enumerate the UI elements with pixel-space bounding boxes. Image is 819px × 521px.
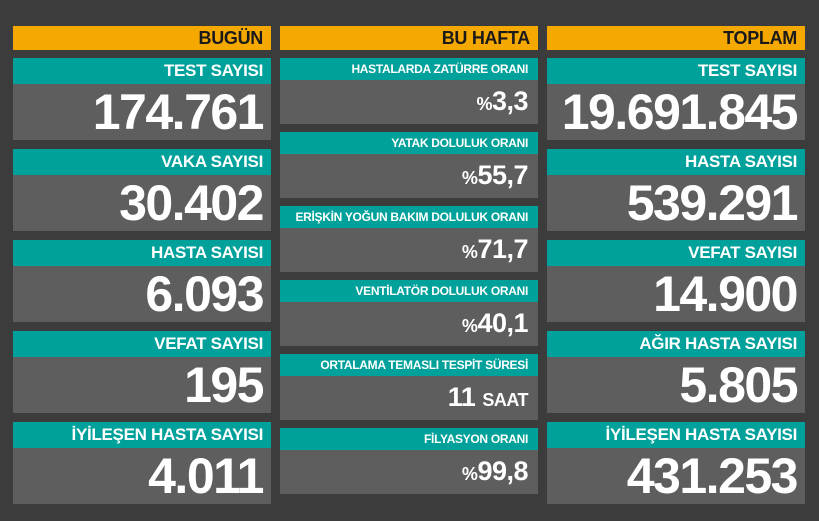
today-patient-value: 6.093 [145, 266, 264, 322]
today-death-label: VEFAT SAYISI [13, 331, 271, 357]
today-recovered-card: İYİLEŞEN HASTA SAYISI 4.011 [13, 422, 271, 504]
week-contact-label: ORTALAMA TEMASLI TESPİT SÜRESİ [280, 354, 538, 376]
total-patient-card: HASTA SAYISI 539.291 [547, 149, 805, 231]
today-case-label: VAKA SAYISI [13, 149, 271, 175]
total-column: TOPLAM TEST SAYISI 19.691.845 HASTA SAYI… [547, 26, 805, 504]
total-death-value: 14.900 [653, 266, 798, 322]
today-case-card: VAKA SAYISI 30.402 [13, 149, 271, 231]
week-contact-value: 11 SAAT [447, 382, 529, 412]
week-icu-card: ERİŞKİN YOĞUN BAKIM DOLULUK ORANI %71,7 [280, 206, 538, 272]
today-death-card: VEFAT SAYISI 195 [13, 331, 271, 413]
today-header: BUGÜN [13, 26, 271, 50]
week-pneumonia-label: HASTALARDA ZATÜRRE ORANI [280, 58, 538, 80]
week-pneumonia-value: %3,3 [476, 86, 528, 116]
week-icu-label: ERİŞKİN YOĞUN BAKIM DOLULUK ORANI [280, 206, 538, 228]
today-case-value: 30.402 [119, 175, 264, 231]
today-recovered-value: 4.011 [148, 448, 264, 504]
week-ventilator-label: VENTİLATÖR DOLULUK ORANI [280, 280, 538, 302]
week-pneumonia-card: HASTALARDA ZATÜRRE ORANI %3,3 [280, 58, 538, 124]
total-severe-card: AĞIR HASTA SAYISI 5.805 [547, 331, 805, 413]
week-bed-label: YATAK DOLULUK ORANI [280, 132, 538, 154]
week-column: BU HAFTA HASTALARDA ZATÜRRE ORANI %3,3 Y… [280, 26, 538, 494]
total-test-card: TEST SAYISI 19.691.845 [547, 58, 805, 140]
today-patient-card: HASTA SAYISI 6.093 [13, 240, 271, 322]
today-test-value: 174.761 [92, 84, 265, 140]
week-icu-value: %71,7 [461, 234, 529, 264]
week-filiation-label: FİLYASYON ORANI [280, 428, 538, 450]
today-death-value: 195 [184, 357, 264, 413]
total-severe-value: 5.805 [679, 357, 798, 413]
today-patient-label: HASTA SAYISI [13, 240, 271, 266]
total-recovered-label: İYİLEŞEN HASTA SAYISI [547, 422, 805, 448]
today-recovered-label: İYİLEŞEN HASTA SAYISI [13, 422, 271, 448]
total-death-card: VEFAT SAYISI 14.900 [547, 240, 805, 322]
week-header: BU HAFTA [280, 26, 538, 50]
week-bed-value: %55,7 [461, 160, 529, 190]
total-test-value: 19.691.845 [561, 84, 799, 140]
week-bed-card: YATAK DOLULUK ORANI %55,7 [280, 132, 538, 198]
total-patient-value: 539.291 [626, 175, 799, 231]
total-patient-label: HASTA SAYISI [547, 149, 805, 175]
week-contact-card: ORTALAMA TEMASLI TESPİT SÜRESİ 11 SAAT [280, 354, 538, 420]
today-test-label: TEST SAYISI [13, 58, 271, 84]
total-recovered-value: 431.253 [626, 448, 799, 504]
week-ventilator-value: %40,1 [461, 308, 529, 338]
week-filiation-value: %99,8 [461, 456, 529, 486]
total-death-label: VEFAT SAYISI [547, 240, 805, 266]
total-severe-label: AĞIR HASTA SAYISI [547, 331, 805, 357]
total-header: TOPLAM [547, 26, 805, 50]
today-test-card: TEST SAYISI 174.761 [13, 58, 271, 140]
total-recovered-card: İYİLEŞEN HASTA SAYISI 431.253 [547, 422, 805, 504]
week-ventilator-card: VENTİLATÖR DOLULUK ORANI %40,1 [280, 280, 538, 346]
total-test-label: TEST SAYISI [547, 58, 805, 84]
today-column: BUGÜN TEST SAYISI 174.761 VAKA SAYISI 30… [13, 26, 271, 504]
week-filiation-card: FİLYASYON ORANI %99,8 [280, 428, 538, 494]
